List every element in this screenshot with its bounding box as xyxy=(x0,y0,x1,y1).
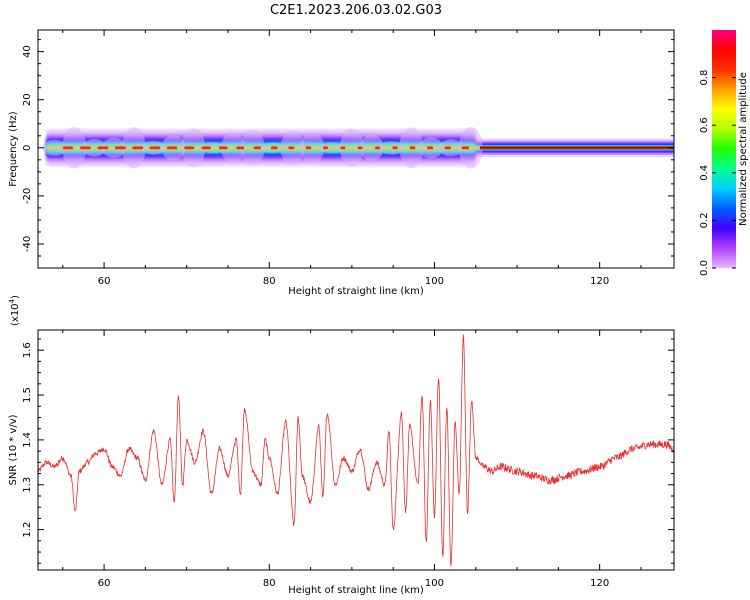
spectrogram-x-axis-label: Height of straight line (km) xyxy=(288,286,424,297)
x-tick-label: 120 xyxy=(590,578,609,589)
band-blob xyxy=(42,139,67,156)
x-tick-label: 100 xyxy=(425,578,444,589)
y-tick-label: 1.2 xyxy=(22,522,33,538)
band-core xyxy=(236,146,245,150)
signal-band xyxy=(42,127,674,169)
y-tick-label: -40 xyxy=(22,236,33,252)
band-blob xyxy=(101,137,126,158)
colorbar-label: Normalized spectral amplitude xyxy=(738,72,749,226)
y-tick-label: -20 xyxy=(22,188,33,204)
colorbar-tick-label: 0.6 xyxy=(699,117,710,133)
band-core xyxy=(409,146,416,150)
spectrogram-ticks: 60 80 100 120 40 20 0 -20 -40 xyxy=(22,30,674,287)
band-core xyxy=(253,146,261,150)
spectrogram-panel: 60 80 100 120 40 20 0 -20 -40 Height of straight… xyxy=(8,29,675,297)
band-core xyxy=(201,146,211,150)
colorbar-tick-label: 0.0 xyxy=(699,260,710,276)
x-tick-label: 60 xyxy=(98,276,111,287)
x-tick-label: 80 xyxy=(263,578,276,589)
y-tick-label: 40 xyxy=(22,45,33,58)
snr-line xyxy=(38,334,674,567)
band-core-right-center xyxy=(479,147,674,149)
band-core xyxy=(184,146,195,150)
band-core xyxy=(132,146,144,150)
band-core xyxy=(288,146,295,150)
snr-ticks: 60 80 100 120 1.2 1.3 1.4 1.5 1.6 xyxy=(22,330,674,589)
snr-plot-area xyxy=(38,330,674,570)
colorbar: 0.0 0.2 0.4 0.6 0.8 Normalized spectral ampl… xyxy=(699,30,749,276)
x-tick-label: 80 xyxy=(263,276,276,287)
spectrogram-frame xyxy=(37,29,675,269)
snr-y-axis-label: SNR (10 * v/v) xyxy=(8,414,19,485)
figure-title: C2E1.2023.206.03.02.G03 xyxy=(270,3,442,18)
band-blob xyxy=(379,141,404,155)
band-blob xyxy=(320,142,345,154)
band-core xyxy=(392,146,398,150)
band-blob xyxy=(300,132,325,164)
y-tick-label: 1.4 xyxy=(22,432,33,448)
band-blob xyxy=(82,139,107,157)
colorbar-tick-label: 0.8 xyxy=(699,70,710,86)
band-blob xyxy=(458,127,483,169)
band-core xyxy=(80,146,91,150)
band-blob xyxy=(201,142,226,154)
y-tick-label: 20 xyxy=(22,93,33,106)
spectrogram-y-axis-label: Frequency (Hz) xyxy=(8,111,19,187)
band-core xyxy=(322,146,329,150)
y-tick-label: 1.3 xyxy=(22,477,33,493)
y-tick-label: 1.5 xyxy=(22,387,33,403)
band-core xyxy=(218,146,228,150)
colorbar-gradient xyxy=(712,30,736,268)
band-core xyxy=(270,146,278,150)
colorbar-tick-label: 0.4 xyxy=(699,165,710,181)
band-core xyxy=(340,146,346,150)
band-core xyxy=(305,146,312,150)
band-blob xyxy=(62,127,87,169)
y-tick-label: 0 xyxy=(22,145,33,151)
y-tick-label: 1.6 xyxy=(22,342,33,358)
band-blob xyxy=(220,132,245,163)
band-core xyxy=(149,146,161,150)
snr-panel: 60 80 100 120 1.2 1.3 1.4 1.5 1.6 Height of stra… xyxy=(8,295,675,596)
snr-series xyxy=(38,334,674,567)
colorbar-ticks: 0.0 0.2 0.4 0.6 0.8 xyxy=(699,70,736,276)
band-core xyxy=(444,146,452,150)
band-blob xyxy=(240,130,265,166)
snr-y-multiplier: (x104) xyxy=(8,295,21,326)
band-core xyxy=(166,146,178,150)
band-core xyxy=(357,146,363,150)
band-core xyxy=(461,146,470,150)
colorbar-tick-label: 0.2 xyxy=(699,212,710,228)
band-core xyxy=(62,146,74,150)
band-core xyxy=(114,146,126,150)
snr-frame xyxy=(37,329,675,571)
band-blob xyxy=(339,128,364,168)
x-tick-label: 60 xyxy=(98,578,111,589)
x-tick-label: 120 xyxy=(590,276,609,287)
band-core xyxy=(97,146,109,150)
band-blob xyxy=(359,134,384,161)
band-core xyxy=(374,146,381,150)
snr-x-axis-label: Height of straight line (km) xyxy=(288,585,424,596)
band-core xyxy=(427,146,434,150)
x-tick-label: 100 xyxy=(425,276,444,287)
